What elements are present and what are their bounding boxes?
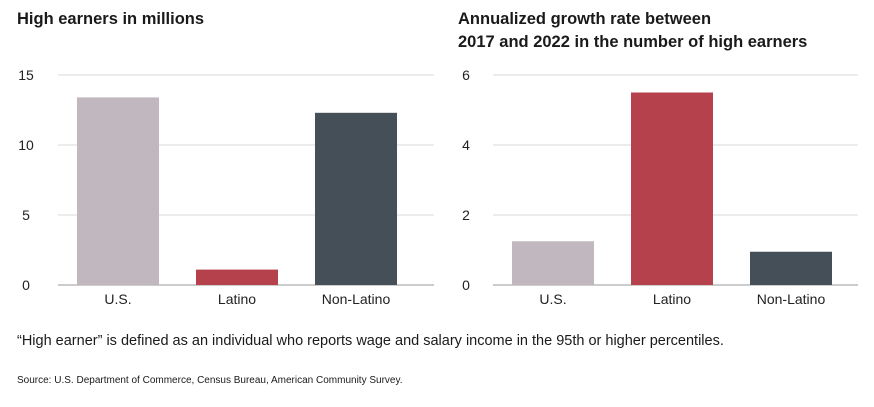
right-chart-category-label: U.S. (539, 291, 566, 307)
right-chart-bar-non-latino (750, 251, 832, 285)
right-chart-category-label: Latino (653, 291, 691, 307)
right-chart-title: Annualized growth rate between 2017 and … (458, 8, 868, 54)
left-chart-y-tick-label: 0 (22, 277, 30, 293)
right-chart-y-tick-label: 0 (462, 277, 470, 293)
source-note: Source: U.S. Department of Commerce, Cen… (17, 375, 403, 386)
left-chart-y-tick-label: 15 (18, 67, 34, 83)
left-chart-bar-latino (196, 269, 278, 285)
right-chart-category-label: Non-Latino (757, 291, 826, 307)
left-chart-bar-u-s (77, 97, 159, 286)
footnote: “High earner” is defined as an individua… (17, 333, 724, 349)
left-chart-y-tick-label: 10 (18, 137, 34, 153)
left-chart-title: High earners in millions (17, 8, 417, 31)
right-chart-bar-latino (631, 92, 713, 285)
right-chart-title-line-2: 2017 and 2022 in the number of high earn… (458, 33, 808, 51)
left-chart-category-label: Non-Latino (322, 291, 391, 307)
left-chart-bar-non-latino (315, 112, 397, 285)
left-chart-category-label: U.S. (104, 291, 131, 307)
right-chart-title-line-1: Annualized growth rate between (458, 10, 712, 28)
left-chart-title-text: High earners in millions (17, 10, 205, 28)
right-chart-y-tick-label: 4 (462, 137, 470, 153)
right-chart-y-tick-label: 2 (462, 207, 470, 223)
right-chart-bar-u-s (512, 241, 594, 285)
right-chart-y-tick-label: 6 (462, 67, 470, 83)
left-chart-category-label: Latino (218, 291, 256, 307)
left-chart-y-tick-label: 5 (22, 207, 30, 223)
bar-charts: 0 5 10 15 U.S. Latino Non-Latino 0 2 4 6 U.S. Latino… (18, 67, 858, 307)
